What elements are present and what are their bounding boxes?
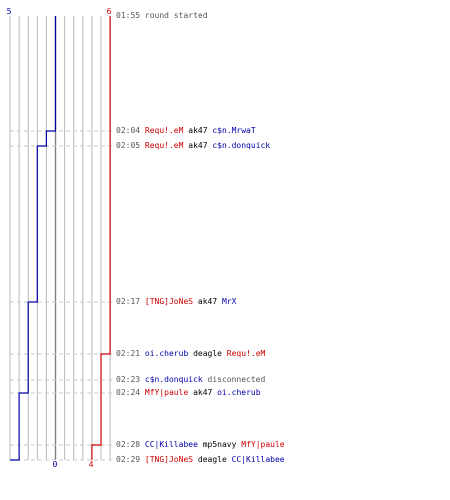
team-alive-lines bbox=[10, 16, 111, 461]
blue-alive-line bbox=[10, 16, 57, 461]
red-start-count-label: 6 bbox=[107, 7, 112, 16]
blue-end-count-label: 0 bbox=[53, 460, 58, 469]
blue-start-count-label: 5 bbox=[7, 7, 12, 16]
red-alive-line bbox=[91, 16, 111, 460]
red-end-count-label: 4 bbox=[89, 460, 94, 469]
event-guide-lines bbox=[10, 130, 114, 461]
